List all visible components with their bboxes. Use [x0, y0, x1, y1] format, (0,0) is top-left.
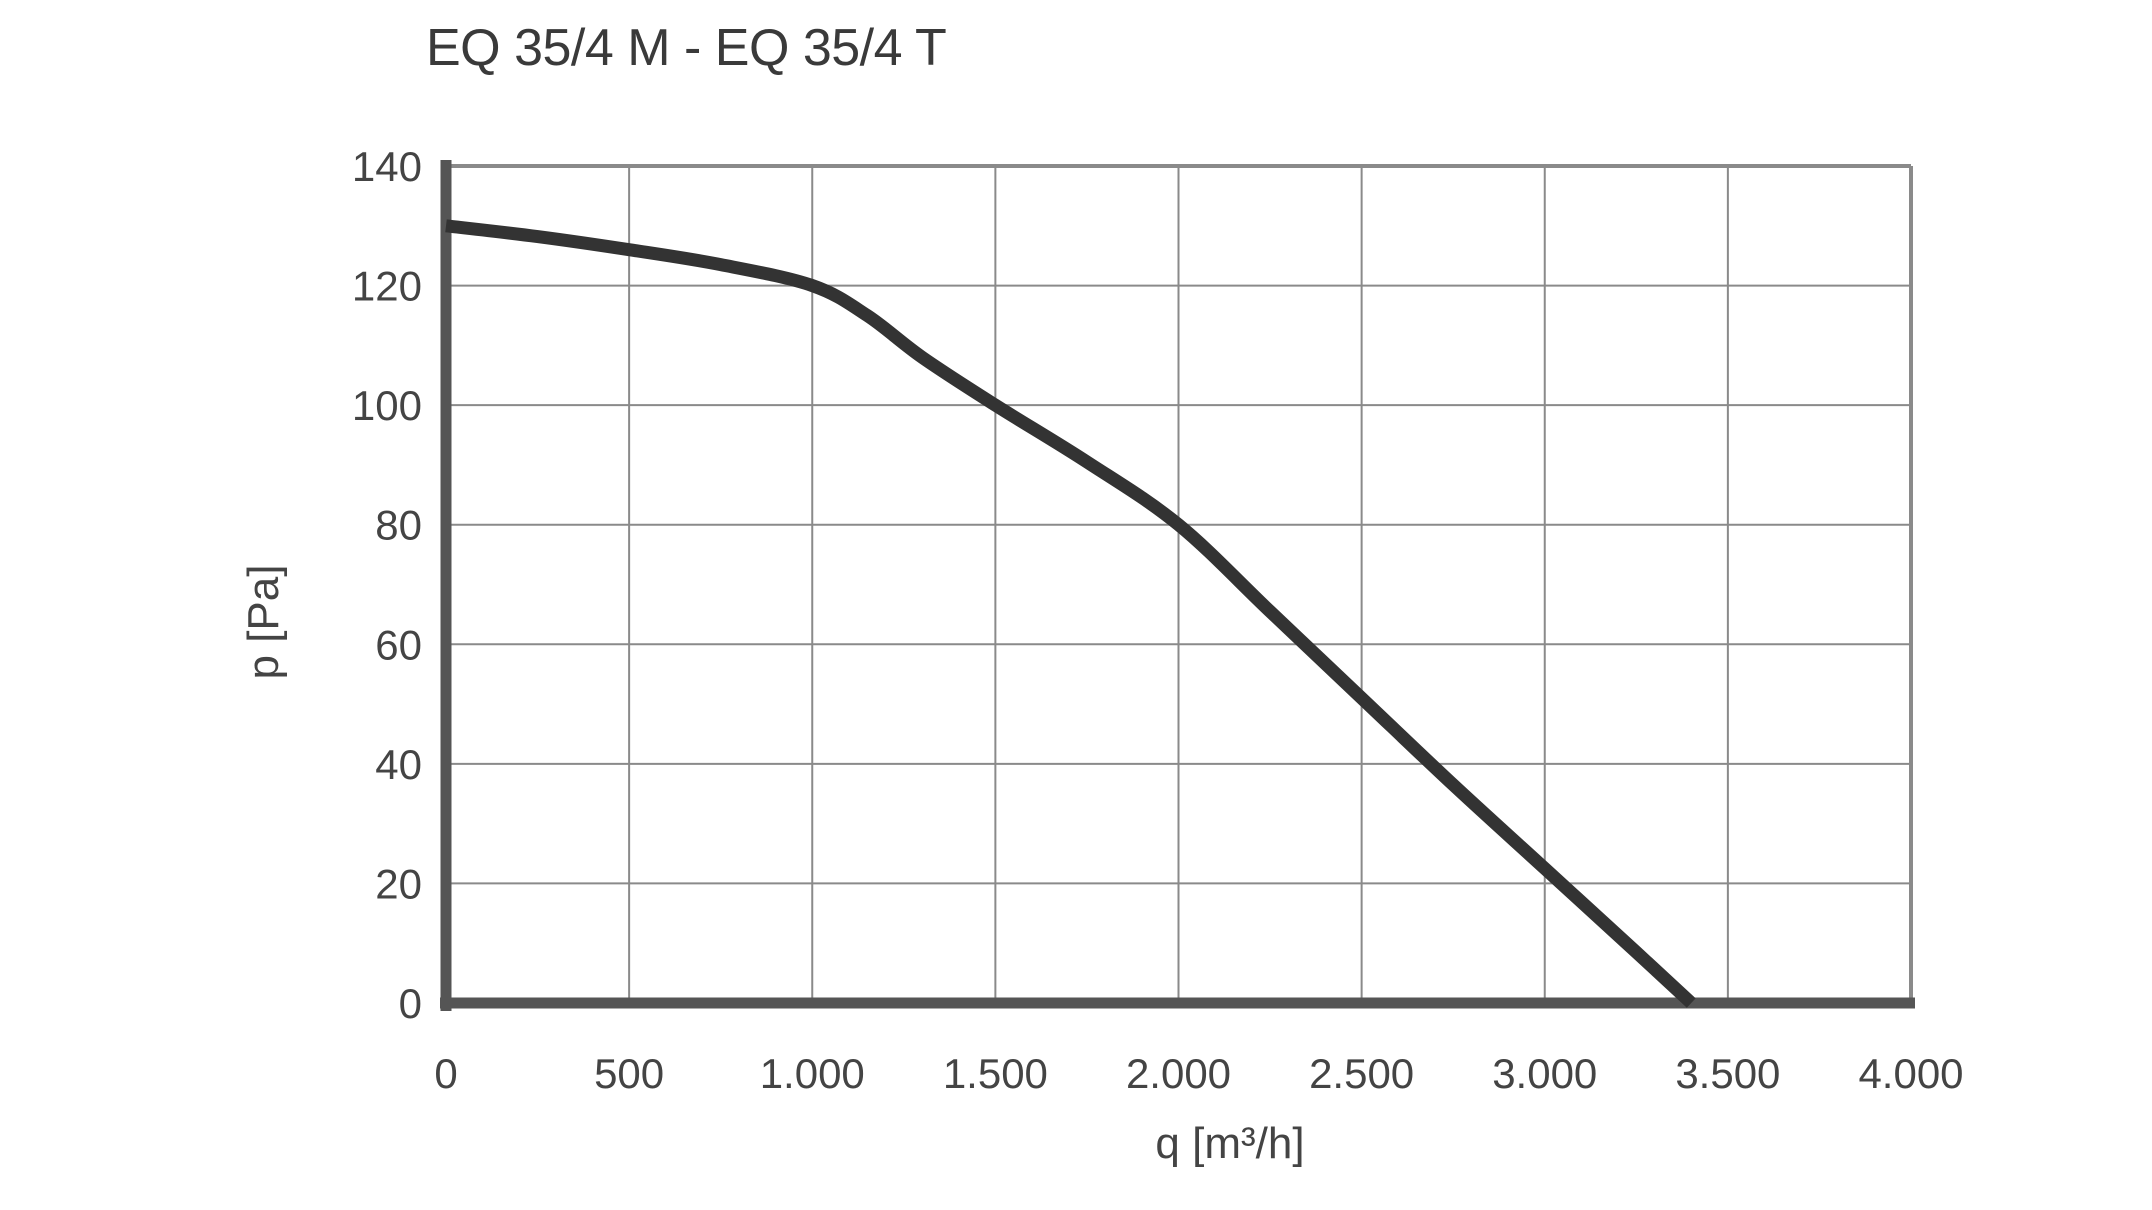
grid [440, 160, 1915, 1011]
y-tick-label: 140 [352, 143, 422, 190]
y-tick-label: 20 [375, 860, 422, 907]
y-tick-label: 120 [352, 263, 422, 310]
y-tick-label: 60 [375, 621, 422, 668]
tick-labels: 0 500 1.000 1.500 2.000 2.500 3.000 3.500 4.000 0… [352, 143, 1964, 1097]
y-tick-label: 100 [352, 382, 422, 429]
chart-title: EQ 35/4 M - EQ 35/4 T [426, 19, 947, 77]
x-tick-label: 1.000 [760, 1050, 865, 1097]
y-axis-label: p [Pa] [239, 565, 288, 680]
x-tick-label: 1.500 [943, 1050, 1048, 1097]
x-tick-label: 3.000 [1492, 1050, 1597, 1097]
x-tick-label: 4.000 [1858, 1050, 1963, 1097]
series [445, 219, 1696, 1008]
y-tick-label: 80 [375, 502, 422, 549]
x-tick-label: 3.500 [1675, 1050, 1780, 1097]
x-tick-label: 0 [434, 1050, 457, 1097]
y-tick-label: 0 [399, 980, 422, 1027]
x-tick-label: 2.000 [1126, 1050, 1231, 1097]
x-axis-label: q [m³/h] [1155, 1119, 1304, 1168]
x-tick-label: 500 [594, 1050, 664, 1097]
y-tick-label: 40 [375, 741, 422, 788]
series-line [445, 219, 1696, 1008]
x-tick-label: 2.500 [1309, 1050, 1414, 1097]
